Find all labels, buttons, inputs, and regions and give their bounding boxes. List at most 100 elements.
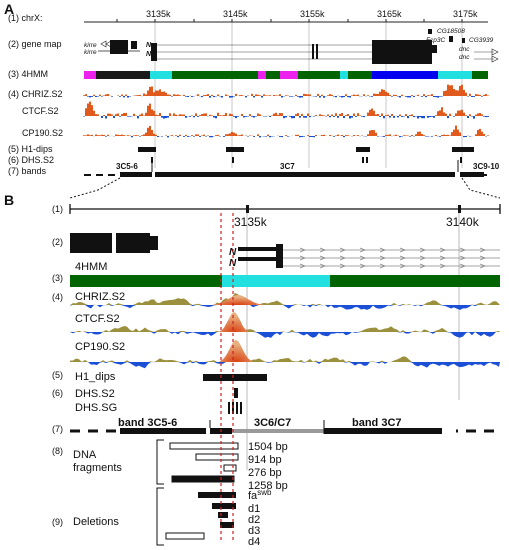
gene-label-fcp3c: Fcp3C xyxy=(426,37,445,44)
gene-map-b: N N 4HMM xyxy=(70,233,500,273)
track-b-4hmm-label: 4HMM xyxy=(75,261,107,273)
zoom-connector xyxy=(69,177,501,199)
dhs-peaks-a xyxy=(151,157,462,163)
track-b-chriz-label: CHRIZ.S2 xyxy=(75,291,125,303)
cp190-a-neg xyxy=(93,136,487,138)
fragment-276-label: 276 bp xyxy=(248,467,282,479)
row-label-8: (8) xyxy=(52,446,63,456)
strand-chevron-icon xyxy=(359,247,367,253)
dhs-s2-peak-b xyxy=(234,388,238,398)
strand-chevron-icon xyxy=(459,247,467,253)
coord-3175k: 3175k xyxy=(453,9,478,19)
strand-chevron-icon xyxy=(439,247,447,253)
row-label-1: (1) xyxy=(52,204,63,214)
band-label-3c5-6: 3C5-6 xyxy=(116,162,138,171)
strand-chevron-icon xyxy=(319,255,327,261)
bands-track-a xyxy=(84,160,488,177)
gene-label-cg3939: CG3939 xyxy=(469,37,494,44)
gene-label-dnc-2: dnc xyxy=(459,54,470,61)
track-b-cp190-label: CP190.S2 xyxy=(75,341,125,353)
strand-chevron-icon xyxy=(339,247,347,253)
dhs-sg-peaks-b xyxy=(228,402,242,414)
row-label-7: (7) xyxy=(52,424,63,434)
strand-arrow-icon xyxy=(100,40,112,48)
strand-chevron-icon xyxy=(299,247,307,253)
strand-chevron-icon xyxy=(359,255,367,261)
cp190-b-neg xyxy=(70,362,500,369)
fragment-1258-label: 1258 bp xyxy=(248,480,288,492)
fragments-label-2: fragments xyxy=(73,462,122,474)
coord-3145k: 3145k xyxy=(223,9,248,19)
band-b-label-3c5-6: band 3C5-6 xyxy=(118,417,177,429)
track-b-h1-label: H1_dips xyxy=(75,371,116,383)
signal-tracks-b xyxy=(70,293,500,369)
panel-a-axis-ticks xyxy=(116,19,463,22)
row-label-6: (6) xyxy=(52,388,63,398)
h1-dips-a xyxy=(138,147,474,152)
strand-chevron-icon xyxy=(399,255,407,261)
strand-chevron-icon xyxy=(439,263,447,269)
gene-label-dnc-1: dnc xyxy=(459,46,470,53)
h1-dip-b xyxy=(203,374,267,381)
strand-chevron-icon xyxy=(299,263,307,269)
hmm-state-track-b xyxy=(70,275,500,287)
cp190-a-pos xyxy=(83,125,489,136)
deletion-d2-bar xyxy=(218,512,228,518)
coord-3135k: 3135k xyxy=(146,9,171,19)
deletion-bars xyxy=(165,492,236,540)
gene-n-marker-1: N xyxy=(146,42,152,49)
row-label-5: (5) xyxy=(52,370,63,380)
strand-chevron-icon xyxy=(339,255,347,261)
red-dashed-guides xyxy=(220,213,234,540)
coord-b-3140k: 3140k xyxy=(446,215,480,229)
fragment-1504-label: 1504 bp xyxy=(248,441,288,453)
bands-track-b xyxy=(70,420,500,434)
strand-chevron-icon xyxy=(379,247,387,253)
track-b-ctcf-label: CTCF.S2 xyxy=(75,313,120,325)
fragment-914-bar xyxy=(195,453,239,461)
chriz-a-neg xyxy=(87,96,483,98)
track-b-dhs-sg-label: DHS.SG xyxy=(75,402,117,414)
strand-arrow-icon-right xyxy=(491,48,499,63)
track-label-4hmm: (3) 4HMM xyxy=(8,69,48,79)
strand-chevron-icon xyxy=(479,255,487,261)
strand-chevron-icon xyxy=(419,263,427,269)
ctcf-b-pos xyxy=(70,314,500,332)
row-label-9: (9) xyxy=(52,517,63,527)
brackets xyxy=(156,439,164,546)
row-label-2: (2) xyxy=(52,237,63,247)
fragment-1504-bar xyxy=(169,442,239,450)
deletions-label: Deletions xyxy=(73,516,119,528)
strand-chevron-icon xyxy=(479,263,487,269)
deletion-d1-label: d1 xyxy=(248,503,260,515)
chriz-b-neg xyxy=(70,305,500,310)
row-label-4: (4) xyxy=(52,292,63,302)
band-label-3c9-10: 3C9-10 xyxy=(473,162,500,171)
ctcf-a-pos xyxy=(85,101,483,116)
gene-label-kirre-2: kirre xyxy=(84,49,97,56)
strand-chevron-icon xyxy=(299,255,307,261)
track-label-ctcf: CTCF.S2 xyxy=(22,106,59,116)
band-b-label-3c6-c7: 3C6/C7 xyxy=(254,417,291,429)
gene-n-marker-2: N xyxy=(146,51,152,58)
deletion-d1-bar xyxy=(212,503,236,509)
band-label-3c7: 3C7 xyxy=(280,162,295,171)
deletion-faswb-label: faswb xyxy=(248,488,272,502)
strand-chevron-icon xyxy=(339,263,347,269)
strand-chevron-icon xyxy=(479,247,487,253)
deletion-d2-label: d2 xyxy=(248,514,260,526)
gene-label-kirre-1: kirre xyxy=(84,42,97,49)
strand-chevron-icon xyxy=(459,263,467,269)
fragment-276-bar xyxy=(223,464,237,472)
fragments-bars xyxy=(169,442,239,483)
track-b-dhs-s2-label: DHS.S2 xyxy=(75,388,115,400)
deletion-faswb-bar xyxy=(198,492,236,498)
coord-3165k: 3165k xyxy=(377,9,402,19)
ctcf-a-neg xyxy=(83,116,489,119)
ctcf-b-peak xyxy=(219,312,249,332)
ctcf-b-neg xyxy=(70,332,500,338)
deletion-d4-bar xyxy=(165,532,205,540)
band-b-label-3c7: band 3C7 xyxy=(352,417,402,429)
track-label-cp190: CP190.S2 xyxy=(22,128,63,138)
track-label-dhs: (6) DHS.S2 xyxy=(8,155,54,165)
